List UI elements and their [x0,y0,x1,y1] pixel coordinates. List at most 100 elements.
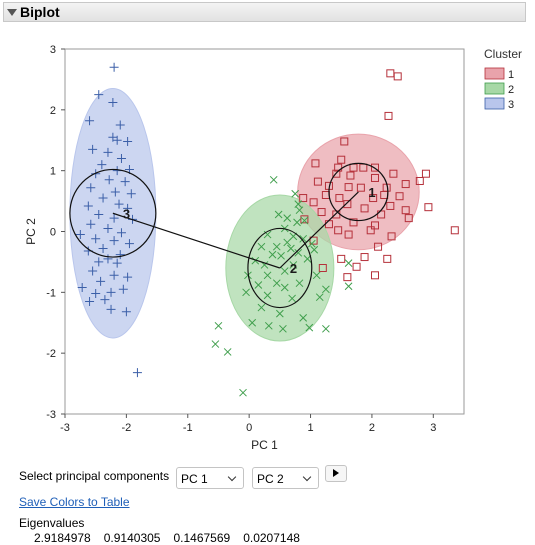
data-point [211,340,220,348]
x-axis-label: PC 1 [251,438,278,452]
data-point [112,258,122,268]
data-point [295,279,304,288]
data-point [98,244,108,254]
y-tick-label: 1 [50,166,56,178]
data-point [118,284,128,294]
data-point [349,218,358,227]
data-point [96,276,106,286]
pc-x-select[interactable]: PC 1 [176,467,244,489]
data-point [287,244,295,253]
eigenvalue: 0.1467569 [173,531,231,545]
data-point [94,257,104,267]
data-point [315,293,324,302]
data-point [257,303,266,312]
data-point [311,159,320,168]
biplot-chart[interactable]: -3 -2 -1 0 1 2 3 -3 -2 -1 0 1 2 3 PC 1 PC 2 1 2 3 Cluster 1 2… [0,0,535,460]
data-point [313,177,322,186]
data-point [108,98,118,108]
eigenvalues-label: Eigenvalues [19,516,85,530]
data-point [344,230,353,239]
data-point [277,251,285,260]
cluster-circle [328,162,389,222]
cluster-circle [247,227,313,309]
data-point [94,209,104,219]
data-point [299,314,308,322]
legend-swatch [484,82,505,95]
data-point [401,206,410,215]
data-point [295,206,304,215]
data-point [374,242,383,251]
data-point [263,271,272,280]
legend-entry: 1 [508,69,514,81]
y-tick-label: -1 [46,287,56,299]
outline-title: Biplot [20,4,60,20]
pc-y-select[interactable]: PC 2 [252,467,319,489]
disclosure-triangle-icon[interactable] [7,9,17,16]
data-point [343,273,352,282]
data-point [299,194,308,203]
data-point [344,259,353,267]
legend-swatch [484,67,505,80]
data-point [383,254,392,263]
data-point [239,388,247,397]
data-point [116,228,126,238]
data-point [85,116,95,126]
data-point [123,203,133,213]
data-point [85,296,95,306]
y-tick-label: -2 [46,348,56,360]
data-point [251,256,260,265]
data-point [88,266,98,276]
data-point [91,234,101,244]
data-point [280,267,289,275]
cluster-ray [279,191,359,269]
data-point [242,288,250,297]
data-point [305,323,314,332]
data-point [340,137,349,146]
y-tick-label: -3 [46,409,56,421]
data-point [223,348,232,356]
chevron-down-icon [227,472,237,482]
data-point [415,177,424,186]
data-point [106,304,116,314]
data-point [124,239,134,249]
data-point [75,230,85,240]
legend-swatch [484,97,505,110]
data-point [370,163,379,172]
data-point [346,171,355,180]
data-point [344,183,353,192]
data-point [109,213,119,223]
data-point [404,214,413,223]
data-point [370,221,379,230]
data-point [121,307,131,317]
y-tick-label: 0 [50,227,56,239]
data-point [109,236,119,246]
data-point [366,226,375,235]
y-tick-label: 2 [50,105,56,117]
save-colors-link[interactable]: Save Colors to Table [19,495,130,509]
data-point [123,136,133,146]
data-point [283,214,292,222]
apply-pc-button[interactable] [325,465,347,482]
data-point [293,218,301,227]
data-point [257,242,266,251]
data-point [268,250,277,259]
data-point [86,183,96,193]
data-point [272,279,281,288]
data-point [103,223,113,233]
x-tick-label: -3 [60,422,70,434]
data-point [123,272,133,282]
data-point [288,294,296,303]
data-point [103,254,113,264]
data-point [294,200,303,208]
data-point [395,192,404,201]
x-tick-label: 3 [430,422,436,434]
eigenvalue: 0.9140305 [103,531,161,545]
data-point [337,155,346,164]
cluster-center-label: 3 [123,206,130,221]
data-point [421,169,430,178]
data-point [94,90,104,100]
cluster-center-label: 2 [290,261,297,276]
data-point [214,321,223,330]
data-point [401,180,410,189]
biplot-outline-header[interactable]: Biplot [3,2,526,22]
